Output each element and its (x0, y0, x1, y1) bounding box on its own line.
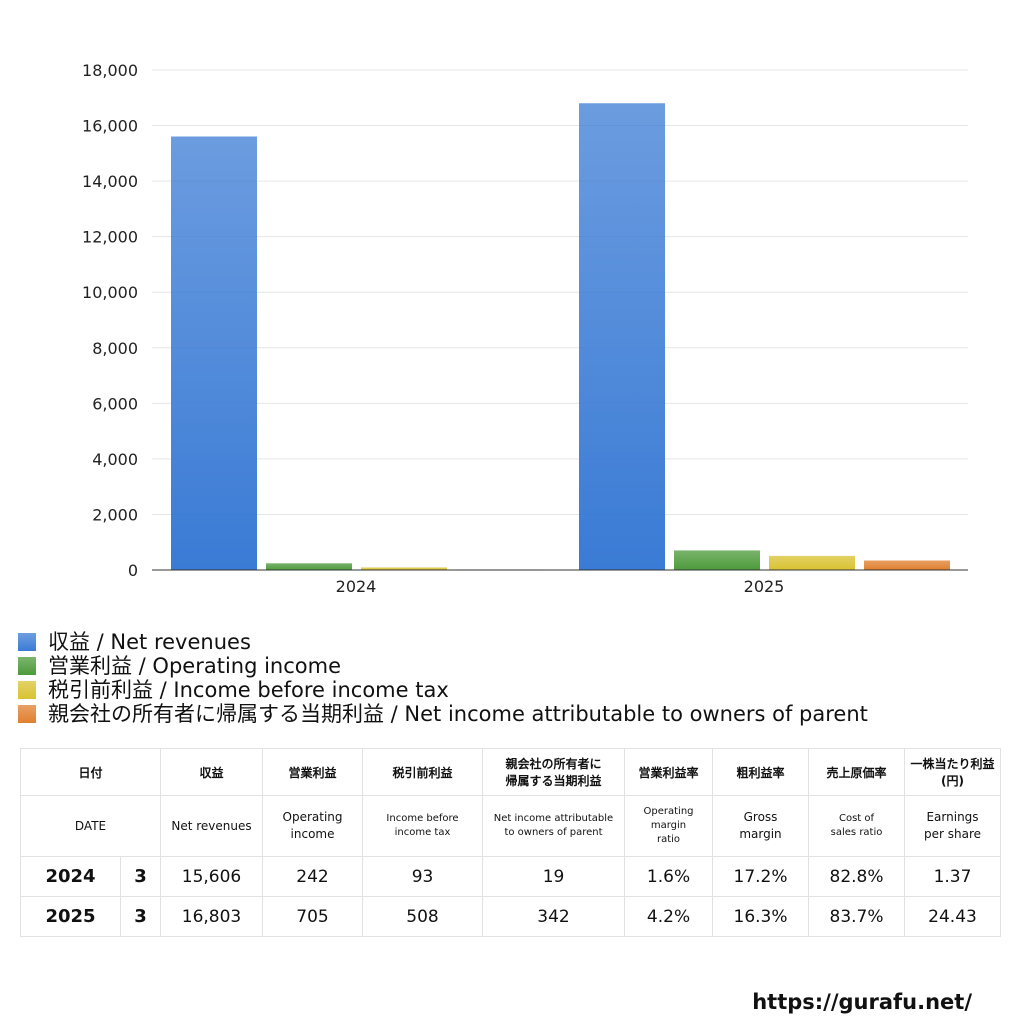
table-data-cell: 83.7% (808, 896, 906, 937)
header-en-cell: Operating margin ratio (624, 795, 714, 857)
table-data-cell: 17.2% (712, 856, 810, 897)
legend-swatch (18, 633, 36, 651)
table-data-cell: 19 (482, 856, 626, 897)
table-data-cell: 3 (119, 856, 162, 897)
y-tick-label: 0 (128, 561, 138, 580)
legend-item: 収益 / Net revenues (18, 630, 868, 654)
header-ja-cell: 親会社の所有者に 帰属する当期利益 (482, 748, 626, 796)
header-ja-cell: 日付 (19, 748, 162, 796)
header-ja-cell: 営業利益 (262, 748, 364, 796)
table-data-cell: 16.3% (712, 896, 810, 937)
x-tick-label: 2025 (744, 577, 785, 596)
y-tick-label: 14,000 (82, 172, 138, 191)
table-data-cell: 24.43 (904, 896, 1002, 937)
legend: 収益 / Net revenues 営業利益 / Operating income… (18, 630, 868, 726)
legend-swatch (18, 681, 36, 699)
table-data-cell: 1.37 (904, 856, 1002, 897)
header-ja-cell: 売上原価率 (808, 748, 906, 796)
bar-2024-series-1 (266, 563, 352, 570)
y-tick-label: 8,000 (92, 339, 138, 358)
header-en-cell: Earnings per share (904, 795, 1002, 857)
table-data-row: 2024 3 15,606 242 93 19 1.6% 17.2% 82.8% 1.37 (20, 856, 1002, 897)
header-ja-cell: 営業利益率 (624, 748, 714, 796)
header-en-row: DATE Net revenues Operating income Income be… (19, 795, 1002, 857)
header-ja-cell: 一株当たり利益 (円) (904, 748, 1002, 796)
bar-2024-series-0 (171, 136, 257, 570)
bar-chart: 0 2,000 4,000 6,000 8,000 10,000 12,000 14,000 1… (82, 61, 968, 596)
y-tick-label: 10,000 (82, 283, 138, 302)
table-data-cell: 4.2% (624, 896, 714, 937)
table-data-cell: 82.8% (808, 856, 906, 897)
header-ja-cell: 税引前利益 (362, 748, 484, 796)
bar-2025-series-3 (864, 560, 950, 570)
table-data-cell: 15,606 (160, 856, 264, 897)
table-data-cell: 342 (482, 896, 626, 937)
financial-table: 日付 収益 営業利益 税引前利益 親会社の所有者に 帰属する当期利益 営業利益率 粗利益率 売上… (19, 748, 1002, 937)
legend-label: 収益 / Net revenues (48, 630, 251, 654)
x-tick-label: 2024 (336, 577, 377, 596)
header-ja-cell: 収益 (160, 748, 264, 796)
table-data-cell: 2024 (20, 856, 121, 897)
site-url[interactable]: https://gurafu.net/ (752, 990, 972, 1014)
grid-lines (152, 69, 968, 515)
y-tick-label: 16,000 (82, 117, 138, 136)
bar-2025-series-0 (579, 103, 665, 570)
x-axis: 2024 2025 (336, 577, 785, 596)
y-tick-label: 18,000 (82, 61, 138, 80)
legend-label: 営業利益 / Operating income (48, 654, 342, 678)
bar-2024-series-2 (361, 567, 447, 570)
header-en-cell: DATE (19, 795, 162, 857)
table-data-cell: 705 (262, 896, 364, 937)
header-en-cell: Net income attributable to owners of pare… (482, 795, 626, 857)
y-tick-label: 2,000 (92, 505, 138, 524)
table-data-cell: 1.6% (624, 856, 714, 897)
legend-item: 税引前利益 / Income before income tax (18, 678, 868, 702)
table-data-row: 2025 3 16,803 705 508 342 4.2% 16.3% 83.7% 24.43 (20, 896, 1002, 937)
legend-item: 親会社の所有者に帰属する当期利益 / Net income attributab… (18, 702, 868, 726)
header-en-cell: Gross margin (712, 795, 810, 857)
legend-label: 税引前利益 / Income before income tax (48, 678, 449, 702)
header-en-cell: Cost of sales ratio (808, 795, 906, 857)
legend-item: 営業利益 / Operating income (18, 654, 868, 678)
header-ja-cell: 粗利益率 (712, 748, 810, 796)
table-data-cell: 93 (362, 856, 484, 897)
header-en-cell: Operating income (262, 795, 364, 857)
y-tick-label: 6,000 (92, 394, 138, 413)
bar-2025-series-1 (674, 550, 760, 570)
table-data-cell: 16,803 (160, 896, 264, 937)
bars (171, 103, 950, 570)
y-tick-label: 12,000 (82, 228, 138, 247)
table-data-cell: 242 (262, 856, 364, 897)
table-data-cell: 508 (362, 896, 484, 937)
header-en-cell: Net revenues (160, 795, 264, 857)
table-data-cell: 2025 (20, 896, 121, 937)
y-axis: 0 2,000 4,000 6,000 8,000 10,000 12,000 14,000 1… (82, 61, 138, 580)
legend-label: 親会社の所有者に帰属する当期利益 / Net income attributab… (48, 702, 868, 726)
header-en-cell: Income before income tax (362, 795, 484, 857)
header-ja-row: 日付 収益 営業利益 税引前利益 親会社の所有者に 帰属する当期利益 営業利益率 粗利益率 売上… (19, 748, 1002, 796)
legend-swatch (18, 705, 36, 723)
bar-2025-series-2 (769, 555, 855, 570)
legend-swatch (18, 657, 36, 675)
y-tick-label: 4,000 (92, 450, 138, 469)
table-data-cell: 3 (119, 896, 162, 937)
